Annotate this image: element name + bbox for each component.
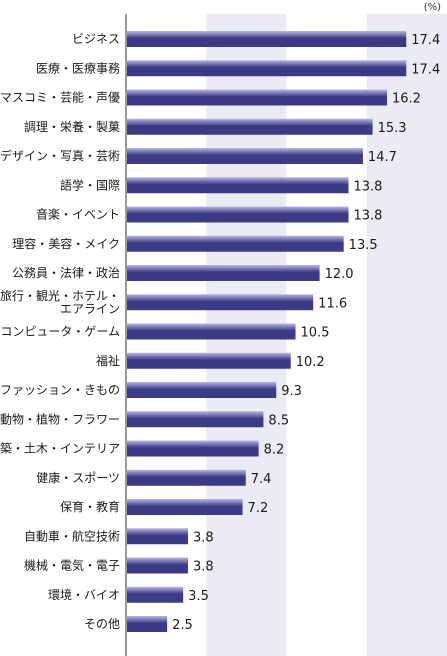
- bar: [127, 411, 264, 428]
- bar: [127, 616, 168, 632]
- category-label: 福祉: [96, 353, 120, 368]
- value-label: 11.6: [318, 296, 347, 311]
- bar: [127, 557, 188, 574]
- grid-band: [366, 14, 447, 656]
- bar: [127, 528, 188, 545]
- value-label: 8.2: [264, 443, 285, 458]
- category-label: コンピュータ・ゲーム: [0, 325, 120, 339]
- value-label: 3.5: [188, 589, 209, 604]
- value-label: 10.2: [296, 355, 325, 370]
- bars-group: [127, 31, 407, 632]
- bar: [127, 206, 349, 223]
- bar: [127, 382, 277, 398]
- bar: [127, 265, 320, 281]
- value-label: 17.4: [411, 62, 440, 77]
- category-label: 旅行・観光・ホテル・エアライン: [0, 289, 120, 316]
- category-labels: ビジネス医療・医療事務マスコミ・芸能・声優調理・栄養・製菓デザイン・写真・芸術語…: [0, 32, 120, 631]
- value-label: 10.5: [301, 326, 330, 341]
- value-label: 17.4: [411, 33, 440, 48]
- category-label: ファッション・きもの: [0, 383, 120, 397]
- category-label: 音楽・イベント: [36, 207, 120, 222]
- value-label: 12.0: [325, 267, 354, 282]
- bar: [127, 469, 246, 486]
- bar: [127, 294, 314, 311]
- value-label: 3.8: [193, 560, 214, 575]
- value-label: 7.2: [248, 501, 269, 516]
- category-label: 語学・国際: [60, 177, 120, 192]
- category-label: 環境・バイオ: [48, 587, 120, 602]
- value-label: 13.8: [353, 209, 382, 224]
- category-label: 建築・土木・インテリア: [0, 441, 120, 456]
- value-label: 13.5: [349, 238, 378, 253]
- unit-label: (%): [424, 2, 441, 13]
- bar: [127, 499, 243, 515]
- bar: [127, 586, 184, 603]
- value-label: 8.5: [268, 413, 289, 428]
- category-label: 自動車・航空技術: [24, 528, 120, 543]
- category-label: マスコミ・芸能・声優: [0, 91, 120, 105]
- category-label: 機械・電気・電子: [24, 558, 120, 573]
- value-label: 3.8: [193, 530, 214, 545]
- category-label: 保育・教育: [60, 499, 120, 514]
- category-label: 公務員・法律・政治: [12, 266, 120, 280]
- bar: [127, 235, 344, 252]
- category-label: その他: [84, 617, 120, 631]
- category-label: 調理・栄養・製菓: [24, 119, 120, 134]
- value-label: 9.3: [281, 384, 302, 399]
- value-label: 16.2: [392, 92, 421, 107]
- bar: [127, 323, 296, 340]
- bar: [127, 89, 388, 106]
- value-label: 7.4: [251, 472, 272, 487]
- bar: [127, 440, 259, 457]
- value-labels: 17.4 17.4 16.2 15.3 14.7 13.8 13.8 13.5 12.0 11.6…: [172, 33, 440, 633]
- bar: [127, 352, 291, 369]
- bar: [127, 118, 373, 135]
- category-label: 動物・植物・フラワー: [0, 411, 120, 426]
- category-label: ビジネス: [72, 32, 120, 46]
- category-label: 理容・美容・メイク: [12, 236, 120, 251]
- bar: [127, 148, 363, 164]
- bar: [127, 60, 407, 77]
- value-label: 14.7: [368, 150, 397, 165]
- bar: [127, 177, 349, 194]
- value-label: 13.8: [353, 179, 382, 194]
- category-label: デザイン・写真・芸術: [0, 148, 120, 163]
- value-label: 2.5: [172, 618, 193, 633]
- category-label: 健康・スポーツ: [36, 470, 120, 485]
- category-label: 医療・医療事務: [36, 61, 120, 75]
- value-label: 15.3: [378, 121, 407, 136]
- bar: [127, 31, 407, 47]
